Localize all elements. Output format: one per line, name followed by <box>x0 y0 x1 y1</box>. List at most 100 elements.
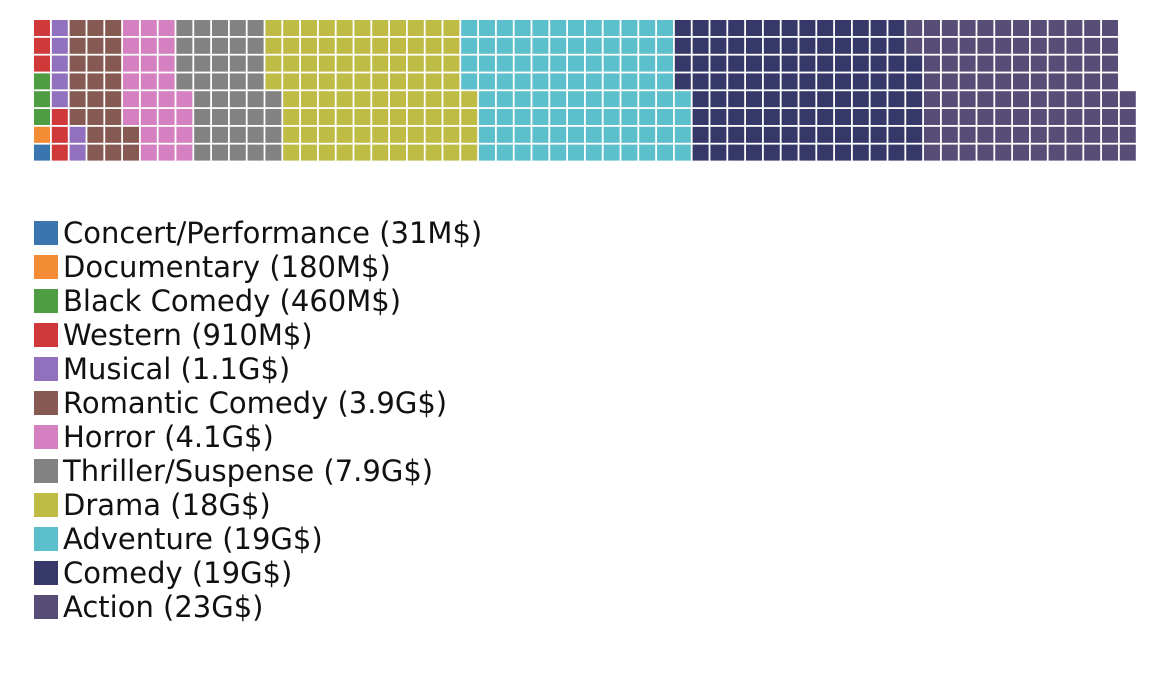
waffle-square <box>354 126 371 143</box>
waffle-square <box>318 144 335 161</box>
waffle-square <box>941 37 958 54</box>
waffle-square <box>1102 55 1118 72</box>
waffle-square <box>1102 144 1118 161</box>
waffle-square <box>336 20 353 36</box>
waffle-square <box>941 91 958 108</box>
waffle-square <box>1119 126 1136 143</box>
waffle-square <box>781 20 798 36</box>
waffle-square <box>1084 73 1101 90</box>
waffle-square <box>924 109 940 125</box>
waffle-square <box>763 20 780 36</box>
waffle-square <box>621 144 638 161</box>
waffle-square <box>995 109 1012 125</box>
waffle-square <box>1066 126 1083 143</box>
waffle-square <box>799 20 816 36</box>
waffle-square <box>906 126 923 143</box>
waffle-square <box>835 73 851 90</box>
waffle-square <box>710 109 727 125</box>
legend-label: Drama (18G$) <box>63 488 271 522</box>
waffle-square <box>318 109 335 125</box>
legend-item: Black Comedy (460M$) <box>34 284 482 318</box>
waffle-square <box>977 144 994 161</box>
waffle-square <box>1102 109 1118 125</box>
legend-item: Thriller/Suspense (7.9G$) <box>34 454 482 488</box>
waffle-square <box>123 144 139 161</box>
waffle-square <box>443 20 460 36</box>
waffle-square <box>443 37 460 54</box>
waffle-square <box>817 20 834 36</box>
waffle-square <box>176 55 193 72</box>
waffle-square <box>1084 55 1101 72</box>
waffle-square <box>692 91 709 108</box>
waffle-square <box>301 91 317 108</box>
waffle-square <box>354 144 371 161</box>
waffle-square <box>158 126 175 143</box>
waffle-square <box>496 20 513 36</box>
waffle-square <box>603 37 620 54</box>
waffle-square <box>34 109 50 125</box>
waffle-square <box>265 20 282 36</box>
waffle-square <box>674 144 691 161</box>
waffle-square <box>888 55 905 72</box>
waffle-square <box>550 91 567 108</box>
waffle-square <box>87 37 104 54</box>
waffle-square <box>817 37 834 54</box>
legend-swatch <box>34 255 58 279</box>
waffle-square <box>283 144 300 161</box>
waffle-square <box>977 55 994 72</box>
waffle-square <box>763 109 780 125</box>
waffle-square <box>407 73 424 90</box>
waffle-square <box>852 126 869 143</box>
waffle-square <box>532 37 549 54</box>
waffle-square <box>496 55 513 72</box>
legend-item: Musical (1.1G$) <box>34 352 482 386</box>
waffle-square <box>479 20 495 36</box>
waffle-square <box>1030 37 1047 54</box>
waffle-square <box>140 20 157 36</box>
waffle-square <box>140 55 157 72</box>
legend-swatch <box>34 527 58 551</box>
waffle-square <box>87 109 104 125</box>
waffle-square <box>763 55 780 72</box>
waffle-square <box>568 109 584 125</box>
waffle-square <box>852 20 869 36</box>
waffle-square <box>105 91 122 108</box>
waffle-square <box>301 55 317 72</box>
waffle-square <box>496 37 513 54</box>
waffle-square <box>194 109 211 125</box>
legend-label: Concert/Performance (31M$) <box>63 216 483 250</box>
waffle-square <box>1048 144 1065 161</box>
waffle-square <box>852 144 869 161</box>
waffle-square <box>710 91 727 108</box>
waffle-square <box>479 109 495 125</box>
waffle-square <box>781 144 798 161</box>
waffle-square <box>977 126 994 143</box>
waffle-square <box>158 37 175 54</box>
waffle-square <box>354 109 371 125</box>
waffle-square <box>372 55 389 72</box>
waffle-square <box>425 73 442 90</box>
legend-item: Drama (18G$) <box>34 488 482 522</box>
waffle-square <box>265 109 282 125</box>
waffle-square <box>87 126 104 143</box>
waffle-square <box>870 55 887 72</box>
waffle-square <box>34 144 50 161</box>
waffle-square <box>229 144 246 161</box>
waffle-square <box>1066 144 1083 161</box>
waffle-square <box>318 37 335 54</box>
waffle-square <box>870 20 887 36</box>
waffle-square <box>906 144 923 161</box>
waffle-square <box>995 144 1012 161</box>
waffle-square <box>977 91 994 108</box>
waffle-square <box>1102 126 1118 143</box>
legend-swatch <box>34 357 58 381</box>
waffle-square <box>229 126 246 143</box>
waffle-square <box>621 20 638 36</box>
waffle-square <box>496 73 513 90</box>
waffle-square <box>87 73 104 90</box>
waffle-square <box>105 126 122 143</box>
waffle-square <box>550 55 567 72</box>
waffle-square <box>496 91 513 108</box>
waffle-square <box>639 73 656 90</box>
waffle-square <box>692 109 709 125</box>
